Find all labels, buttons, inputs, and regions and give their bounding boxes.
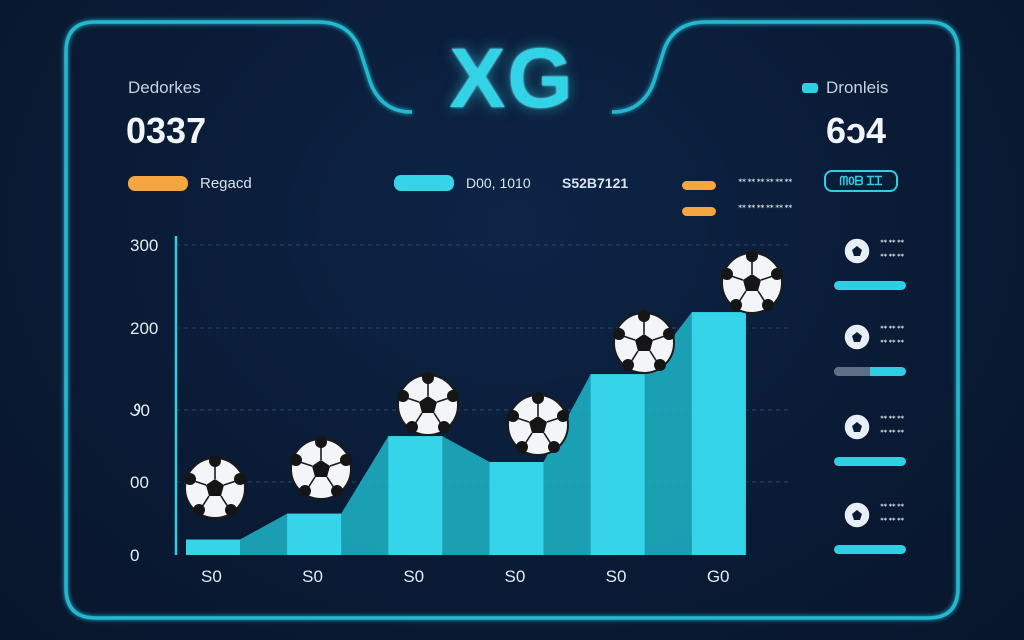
side-item-progress [834,457,906,466]
bar [287,513,342,555]
soccer-ball-icon [290,436,352,500]
y-tick-label: 0 [130,546,139,565]
bar [691,312,746,555]
page-title: XG [449,31,575,125]
right-stat-button[interactable]: ᗰ0ᗷ ᏆᏆ [824,170,898,192]
side-list-item[interactable]: ᕯᕯᕯ ᕯᕯᕯ [834,500,910,560]
right-stat-swatch [802,83,818,93]
y-tick-label: 00 [130,473,149,492]
side-list-item[interactable]: ᕯᕯᕯ ᕯᕯᕯ [834,412,910,472]
side-item-tag-top: ᕯᕯᕯ [880,414,906,424]
x-tick-label: S0 [403,567,424,586]
side-item-tag-bottom: ᕯᕯᕯ [880,338,906,348]
side-item-tag-bottom: ᕯᕯᕯ [880,428,906,438]
side-list-item[interactable]: ᕯᕯᕯ ᕯᕯᕯ [834,236,910,296]
soccer-ball-icon [843,501,871,529]
soccer-ball-icon [843,237,871,265]
soccer-ball-icon [721,250,783,314]
x-tick-label: S0 [606,567,627,586]
soccer-ball-icon [397,372,459,436]
legend-cyan-swatch [394,175,454,191]
right-stat-label: Dronleis [826,78,889,97]
bar [590,374,645,555]
left-stat-label: Dedorkes [128,78,201,97]
legend-tag-swatch-bottom [682,207,716,216]
side-list-item[interactable]: ᕯᕯᕯ ᕯᕯᕯ [834,322,910,382]
soccer-ball-icon [843,323,871,351]
soccer-ball-icon [613,310,675,374]
y-tick-label: Ꮽ0 [129,401,150,420]
side-item-progress [834,367,906,376]
legend-tag-swatch-top [682,181,716,190]
soccer-ball-icon [507,392,569,456]
bar [186,539,240,555]
x-tick-label: S0 [505,567,526,586]
legend-tag-top: ᕯᕯᕯᕯᕯᕯ [738,178,794,189]
legend-left-label: Regacd [200,175,252,192]
soccer-ball-icon [843,413,871,441]
side-item-tag-bottom: ᕯᕯᕯ [880,516,906,526]
legend-tag-bottom: ᕯᕯᕯᕯᕯᕯ [738,204,794,215]
y-tick-label: 300 [130,236,158,255]
side-item-tag-bottom: ᕯᕯᕯ [880,252,906,262]
side-item-progress [834,281,906,290]
bar [388,436,443,555]
side-item-tag-top: ᕯᕯᕯ [880,238,906,248]
side-item-tag-top: ᕯᕯᕯ [880,324,906,334]
x-tick-label: S0 [302,567,323,586]
bar [489,462,544,555]
y-tick-label: 200 [130,319,158,338]
left-stat-value: 0337 [126,110,207,151]
right-stat-value: 6ɔ4 [826,110,887,151]
side-item-progress [834,545,906,554]
side-item-tag-top: ᕯᕯᕯ [880,502,906,512]
legend-orange-swatch [128,176,188,191]
legend-center-code: S52B7121 [562,175,629,191]
legend-center-label: D00, 1010 [466,175,531,191]
x-tick-label: S0 [201,567,222,586]
x-tick-label: G0 [707,567,730,586]
soccer-ball-icon [184,455,246,519]
